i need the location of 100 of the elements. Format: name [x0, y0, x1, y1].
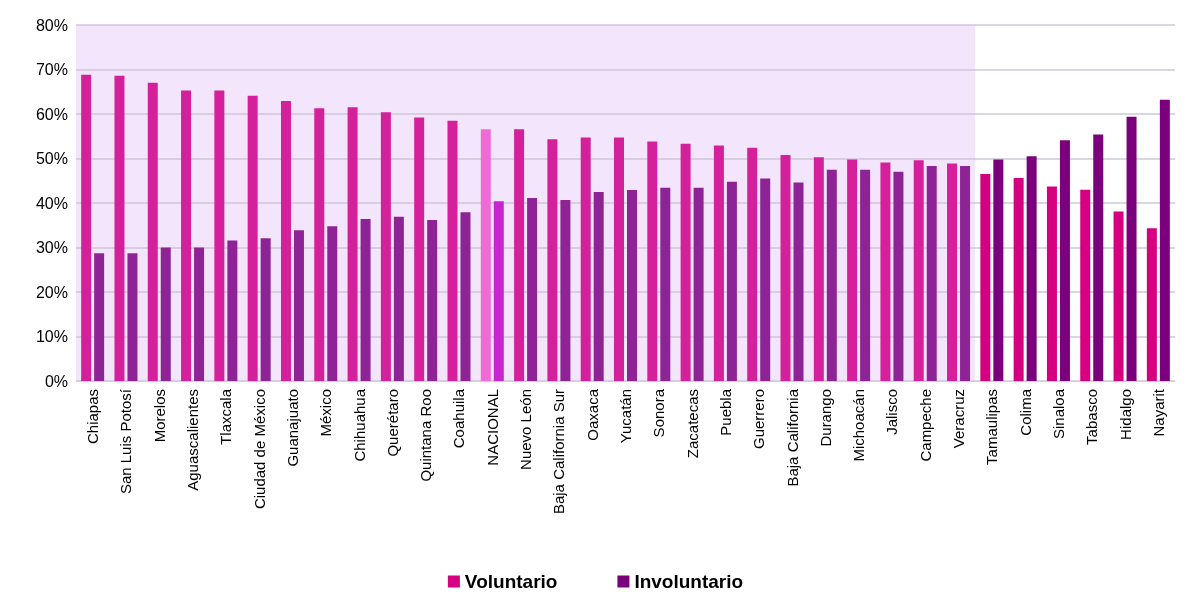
bar: [1026, 156, 1037, 381]
bar: [1146, 228, 1157, 381]
x-tick-label: Zacatecas: [683, 389, 701, 459]
bar: [893, 171, 904, 381]
x-tick-label: Guerrero: [750, 389, 768, 450]
x-tick-label: México: [317, 389, 335, 437]
x-tick-label: Aguascalientes: [184, 389, 202, 491]
x-tick-label: Hidalgo: [1116, 389, 1134, 440]
bar: [81, 74, 92, 381]
bar: [214, 90, 225, 381]
x-tick-label: Tlaxcala: [217, 388, 235, 445]
x-tick-label: Tabasco: [1083, 389, 1101, 445]
x-tick-label: Durango: [816, 389, 834, 447]
x-tick-label: Jalisco: [883, 389, 901, 435]
bar: [847, 159, 858, 381]
x-tick-label: Sonora: [650, 388, 668, 438]
bar: [880, 162, 891, 381]
bar: [993, 159, 1004, 381]
x-tick-label: Morelos: [150, 389, 168, 443]
bar: [480, 129, 491, 381]
bar: [194, 247, 205, 381]
bar: [514, 129, 525, 381]
x-tick-label: Ciudad de México: [250, 389, 268, 510]
x-tick-label: Baja California: [783, 388, 801, 487]
bar: [293, 230, 304, 381]
y-tick-label: 20%: [35, 283, 68, 301]
x-tick-label: NACIONAL: [483, 389, 501, 466]
bar: [726, 181, 737, 381]
x-tick-label: Colima: [1016, 388, 1034, 436]
bar: [647, 141, 658, 381]
bar: [94, 253, 105, 381]
bar: [713, 145, 724, 381]
bar: [747, 147, 758, 381]
bar: [1093, 134, 1104, 381]
bar: [826, 169, 837, 381]
bar: [760, 178, 771, 381]
bar: [447, 120, 458, 381]
bar: [1159, 99, 1170, 381]
bar: [926, 166, 937, 381]
bar: [460, 212, 471, 381]
bar: [127, 253, 138, 381]
x-tick-label: Quintana Roo: [417, 389, 435, 482]
bar: [793, 182, 804, 381]
y-tick-label: 50%: [35, 150, 68, 167]
bar: [393, 216, 404, 381]
bar: [614, 137, 624, 381]
x-tick-label: Coahuila: [450, 388, 468, 449]
bar: [693, 187, 704, 381]
x-tick-label: Sinaloa: [1049, 388, 1067, 440]
x-tick-label: Chiapas: [84, 389, 102, 445]
bar: [813, 157, 824, 381]
y-tick-label: 70%: [35, 61, 68, 78]
bar: [1059, 140, 1070, 381]
bar: [547, 139, 558, 381]
bar: [493, 201, 504, 381]
x-tick-label: Campeche: [916, 389, 934, 462]
bar: [114, 75, 125, 381]
bar: [360, 219, 371, 381]
bar: [593, 191, 604, 381]
x-tick-label: Veracruz: [950, 389, 968, 449]
x-tick-label: Michoacán: [850, 389, 868, 462]
y-tick-label: 60%: [35, 105, 68, 123]
bar: [327, 226, 338, 381]
x-tick-label: Yucatán: [617, 389, 634, 444]
bar: [427, 219, 438, 381]
bar: [960, 166, 971, 381]
bar: [160, 247, 171, 381]
bar: [227, 240, 238, 381]
y-tick-label: 10%: [35, 328, 68, 345]
bar: [680, 143, 691, 381]
bar: [980, 174, 991, 381]
bar: [181, 90, 192, 381]
x-tick-label: Chihuahua: [350, 388, 368, 462]
bar: [1126, 116, 1137, 381]
y-tick-label: 40%: [35, 194, 68, 212]
x-tick-label: San Luis Potosí: [117, 388, 135, 495]
legend-label: Voluntario: [464, 571, 558, 592]
bar: [260, 238, 271, 381]
bar: [947, 163, 958, 381]
y-tick-label: 30%: [35, 239, 68, 256]
bar: [247, 95, 258, 381]
y-tick-label: 0%: [44, 372, 68, 390]
bar: [527, 198, 538, 381]
bar: [1046, 186, 1057, 381]
bar: [580, 137, 591, 381]
bar: [1013, 178, 1024, 381]
x-tick-label: Guanajuato: [283, 389, 301, 467]
bar: [280, 101, 291, 381]
bar: [347, 107, 358, 381]
bar: [560, 199, 571, 381]
x-tick-label: Nayarit: [1149, 388, 1167, 437]
bar: [780, 154, 791, 381]
bar: [1080, 189, 1091, 381]
bar: [147, 82, 158, 381]
bar: [627, 190, 637, 381]
bar: [380, 112, 391, 381]
x-tick-label: Nuevo León: [517, 389, 535, 470]
bar: [1113, 211, 1124, 381]
x-tick-label: Oaxaca: [583, 388, 601, 441]
bar: [660, 187, 671, 381]
